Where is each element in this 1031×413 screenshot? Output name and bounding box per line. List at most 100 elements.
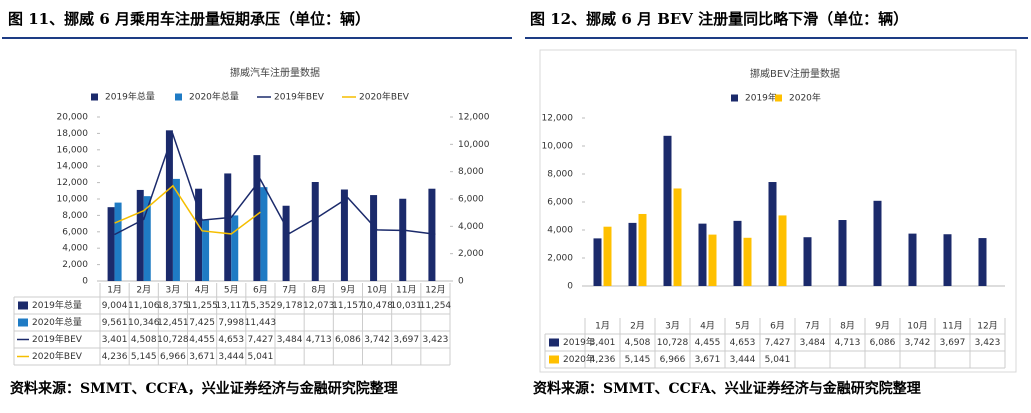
- y-tick-label: 2,000: [547, 254, 573, 264]
- bar: [253, 155, 261, 281]
- table-cell: 3,444: [218, 352, 244, 362]
- table-cell: 9,004: [102, 301, 128, 311]
- table-cell: 10,728: [157, 335, 189, 345]
- bar: [628, 222, 637, 286]
- bar: [340, 189, 348, 281]
- y-tick-label: 6,000: [547, 198, 573, 208]
- y-tick-label: 2,000: [62, 260, 88, 270]
- table-cell: 4,713: [306, 335, 332, 345]
- bar: [978, 238, 987, 286]
- table-cell: 3,697: [393, 335, 419, 345]
- y-tick-label: 18,000: [57, 129, 89, 139]
- table-cell: 6,086: [870, 338, 896, 348]
- bar: [943, 234, 952, 286]
- x-tick-label: 6月: [253, 285, 268, 296]
- table-swatch: [549, 355, 559, 364]
- bar: [733, 220, 742, 286]
- table-cell: 9,178: [277, 301, 303, 311]
- y-tick-label: 8,000: [62, 211, 88, 221]
- table-cell: 5,145: [131, 352, 157, 362]
- legend-swatch: [91, 93, 98, 101]
- bar: [603, 226, 612, 286]
- y-tick-label: 0: [82, 277, 88, 287]
- table-cell: 3,671: [695, 355, 721, 365]
- table-cell: 6,966: [660, 355, 686, 365]
- legend-label: 2020年总量: [189, 91, 239, 103]
- table-cell: 3,484: [277, 335, 303, 345]
- bar: [114, 202, 122, 281]
- x-tick-label: 3月: [665, 321, 680, 332]
- x-tick-label: 6月: [770, 321, 785, 332]
- figure-header: 图 12、挪威 6 月 BEV 注册量同比略下滑（单位：辆）: [530, 10, 908, 28]
- x-tick-label: 3月: [166, 285, 181, 296]
- table-cell: 11,157: [332, 301, 364, 311]
- y-tick-label: 16,000: [57, 145, 89, 155]
- table-cell: 3,423: [423, 335, 449, 345]
- bar: [224, 173, 232, 281]
- y2-tick-label: 10,000: [458, 140, 490, 150]
- table-cell: 5,145: [625, 355, 651, 365]
- figure-header: 图 11、挪威 6 月乘用车注册量短期承压（单位：辆）: [8, 10, 370, 28]
- table-cell: 6,966: [160, 352, 186, 362]
- table-cell: 9,561: [102, 318, 128, 328]
- bar: [663, 135, 672, 286]
- bar: [638, 213, 647, 286]
- y-tick-label: 6,000: [62, 227, 88, 237]
- table-cell: 13,117: [216, 301, 248, 311]
- bar: [768, 182, 777, 286]
- source-note: 资料来源：SMMT、CCFA、兴业证券经济与金融研究院整理: [533, 380, 921, 397]
- x-tick-label: 1月: [595, 321, 610, 332]
- table-cell: 4,653: [218, 335, 244, 345]
- legend-label: 2019年总量: [105, 91, 155, 103]
- table-row-label: 2019年总量: [32, 299, 82, 311]
- x-tick-label: 4月: [195, 285, 210, 296]
- y-tick-label: 12,000: [57, 178, 89, 188]
- y-tick-label: 14,000: [57, 162, 89, 172]
- table-cell: 11,255: [186, 301, 218, 311]
- x-tick-label: 10月: [907, 321, 927, 332]
- bar: [143, 196, 151, 281]
- chart-frame: [539, 49, 1017, 373]
- x-tick-label: 5月: [224, 285, 239, 296]
- table-cell: 3,697: [940, 338, 966, 348]
- table-swatch: [549, 338, 559, 347]
- bar: [260, 187, 268, 281]
- table-cell: 3,484: [800, 338, 826, 348]
- legend-swatch: [775, 94, 782, 102]
- legend-swatch: [175, 93, 182, 101]
- table-cell: 4,455: [189, 335, 215, 345]
- chart-title: 挪威汽车注册量数据: [230, 66, 320, 79]
- table-cell: 4,455: [695, 338, 721, 348]
- table-cell: 4,236: [102, 352, 128, 362]
- table-swatch: [18, 318, 28, 327]
- table-cell: 5,041: [248, 352, 274, 362]
- y2-tick-label: 4,000: [458, 222, 484, 232]
- x-tick-label: 10月: [367, 285, 387, 296]
- table-cell: 11,443: [245, 318, 277, 328]
- chart-title: 挪威BEV注册量数据: [750, 67, 840, 80]
- table-cell: 5,041: [765, 355, 791, 365]
- table-cell: 7,427: [765, 338, 791, 348]
- y2-tick-label: 0: [458, 277, 464, 287]
- bar: [202, 220, 210, 281]
- y-tick-label: 20,000: [57, 113, 89, 123]
- table-cell: 3,423: [975, 338, 1001, 348]
- x-tick-label: 12月: [425, 285, 445, 296]
- bar: [165, 130, 173, 281]
- table-cell: 11,106: [128, 301, 160, 311]
- legend-swatch: [731, 94, 738, 102]
- bar: [428, 188, 436, 281]
- bar: [593, 238, 602, 286]
- bar: [399, 198, 407, 281]
- y-tick-label: 8,000: [547, 170, 573, 180]
- table-cell: 4,508: [131, 335, 157, 345]
- x-tick-label: 7月: [282, 285, 297, 296]
- table-cell: 3,444: [730, 355, 756, 365]
- table-cell: 12,451: [157, 318, 189, 328]
- legend-label: 2020年: [789, 92, 821, 104]
- y-tick-label: 10,000: [542, 142, 574, 152]
- table-row-label: 2020年总量: [32, 316, 82, 328]
- source-note: 资料来源：SMMT、CCFA，兴业证券经济与金融研究院整理: [10, 380, 398, 397]
- legend-label: 2019年: [745, 92, 777, 104]
